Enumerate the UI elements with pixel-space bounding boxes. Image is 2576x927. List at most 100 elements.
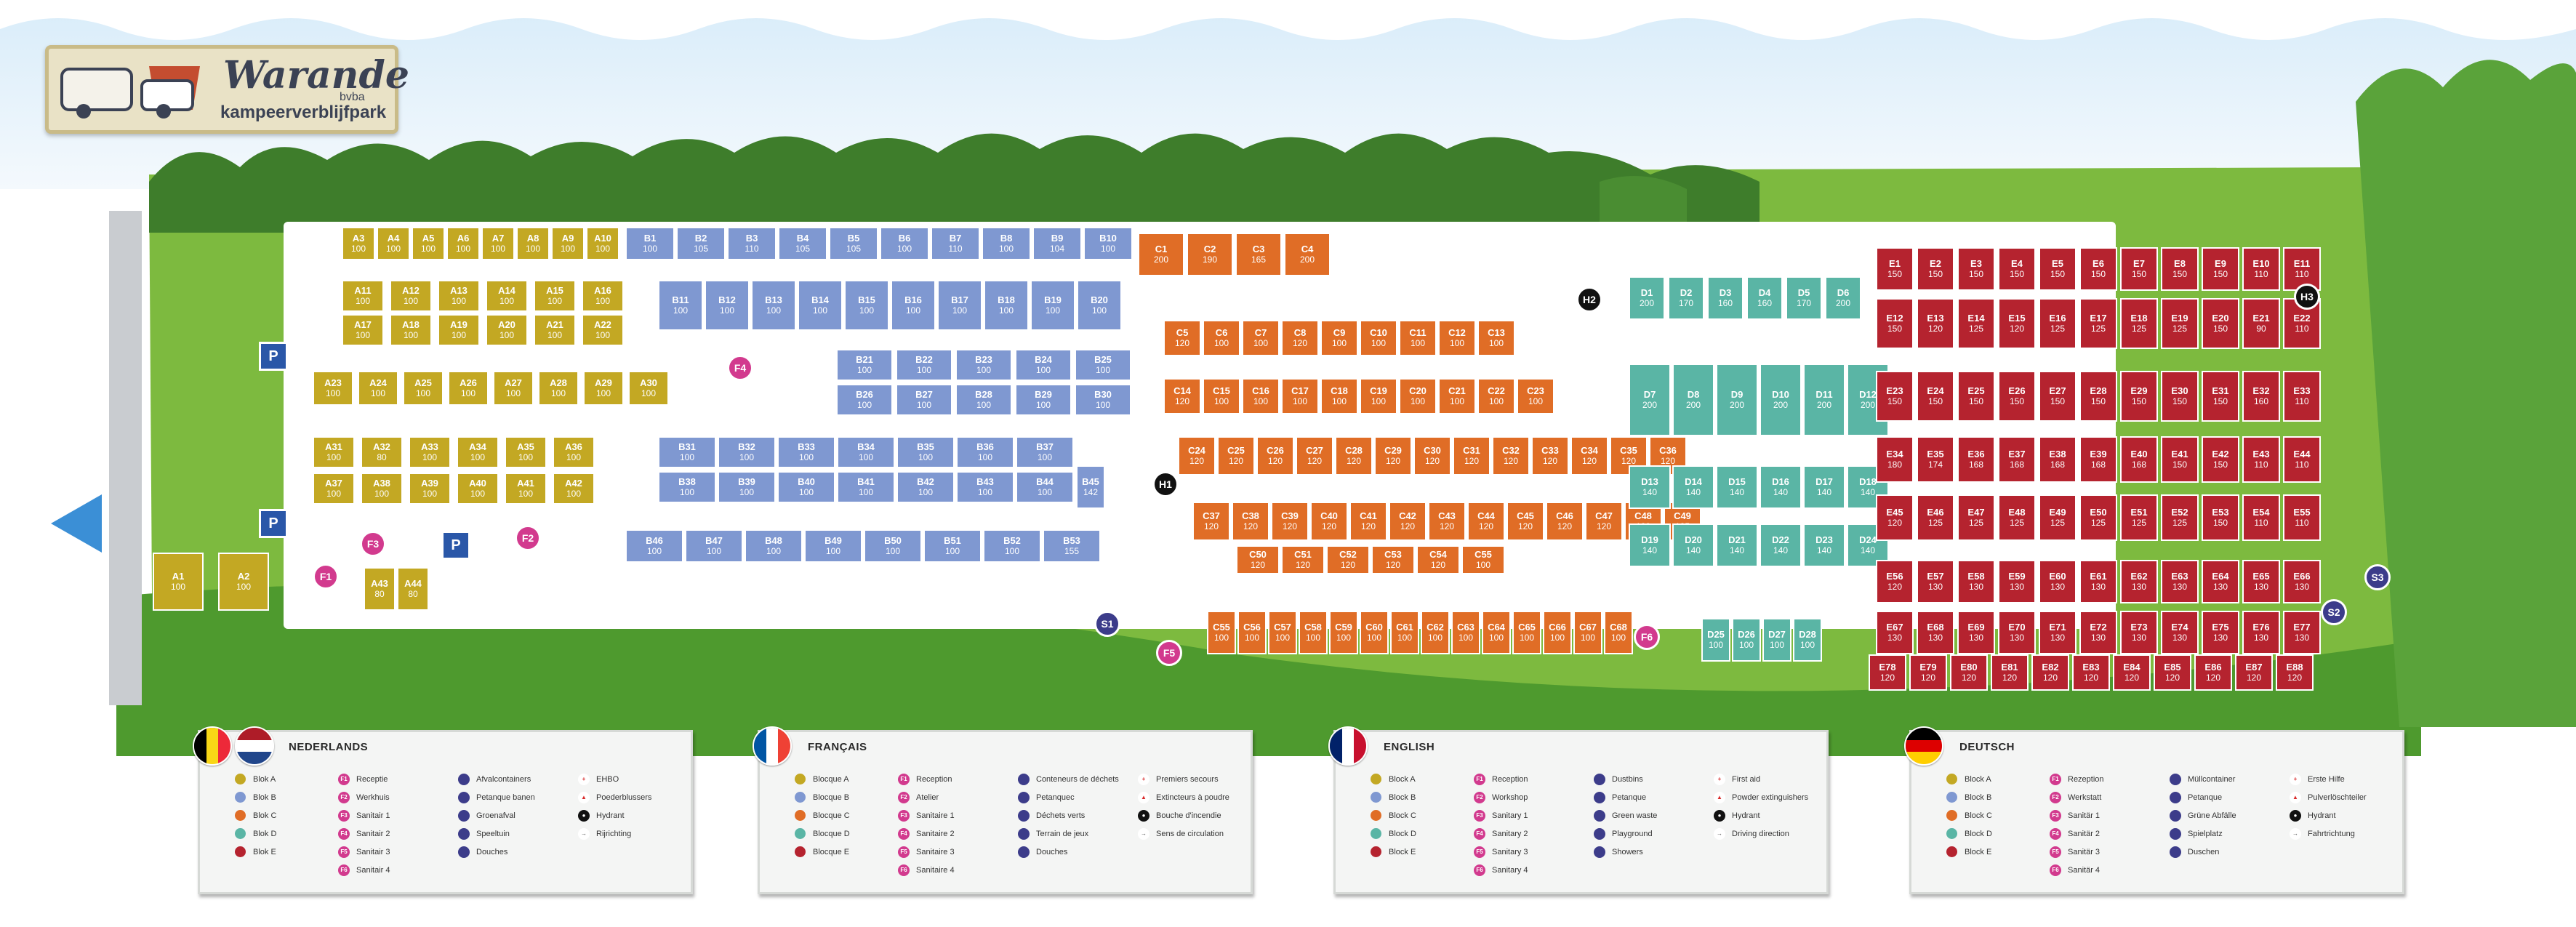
lot-e54[interactable]: E54 110 xyxy=(2242,494,2280,541)
lot-d28[interactable]: D28 100 xyxy=(1793,618,1822,662)
lot-e52[interactable]: E52 125 xyxy=(2161,494,2199,541)
lot-e33[interactable]: E33 110 xyxy=(2283,371,2321,422)
lot-e77[interactable]: E77 130 xyxy=(2283,611,2321,654)
lot-a26[interactable]: A26 100 xyxy=(448,371,489,406)
lot-d25[interactable]: D25 100 xyxy=(1701,618,1730,662)
lot-c2[interactable]: C2 190 xyxy=(1187,233,1233,276)
lot-d7[interactable]: D7 200 xyxy=(1629,364,1671,436)
facility-s1[interactable]: S1 xyxy=(1094,611,1120,637)
lot-e39[interactable]: E39 168 xyxy=(2079,436,2117,483)
lot-b10[interactable]: B10 100 xyxy=(1083,227,1133,260)
lot-e13[interactable]: E13 120 xyxy=(1917,298,1954,349)
lot-a34[interactable]: A34 100 xyxy=(457,436,499,468)
lot-c29[interactable]: C29 120 xyxy=(1374,436,1412,475)
lot-c45[interactable]: C45 120 xyxy=(1506,502,1544,541)
lot-d14[interactable]: D14 140 xyxy=(1672,465,1714,509)
lot-e43[interactable]: E43 110 xyxy=(2242,436,2280,483)
lot-e35[interactable]: E35 174 xyxy=(1917,436,1954,483)
lot-c13[interactable]: C13 100 xyxy=(1477,320,1515,356)
lot-e38[interactable]: E38 168 xyxy=(2039,436,2077,483)
lot-e67[interactable]: E67 130 xyxy=(1876,611,1914,654)
lot-c32[interactable]: C32 120 xyxy=(1492,436,1530,475)
lot-e62[interactable]: E62 130 xyxy=(2120,560,2158,603)
lot-c58[interactable]: C58 100 xyxy=(1299,611,1328,654)
lot-e85[interactable]: E85 120 xyxy=(2154,654,2191,691)
lot-c8[interactable]: C8 120 xyxy=(1281,320,1319,356)
lot-c56[interactable]: C56 100 xyxy=(1237,611,1267,654)
lot-e79[interactable]: E79 120 xyxy=(1909,654,1947,691)
lot-c39[interactable]: C39 120 xyxy=(1271,502,1309,541)
lot-c44[interactable]: C44 120 xyxy=(1467,502,1505,541)
lot-b7[interactable]: B7 110 xyxy=(931,227,980,260)
facility-f1[interactable]: F1 xyxy=(313,563,339,590)
lot-e1[interactable]: E1 150 xyxy=(1876,247,1914,291)
lot-e21[interactable]: E21 90 xyxy=(2242,298,2280,349)
lot-b14[interactable]: B14 100 xyxy=(798,280,843,331)
lot-b34[interactable]: B34 100 xyxy=(837,436,895,468)
lot-e36[interactable]: E36 168 xyxy=(1957,436,1995,483)
lot-b19[interactable]: B19 100 xyxy=(1030,280,1075,331)
lot-e82[interactable]: E82 120 xyxy=(2031,654,2069,691)
lot-b42[interactable]: B42 100 xyxy=(896,471,955,503)
lot-b9[interactable]: B9 104 xyxy=(1032,227,1082,260)
lot-a24[interactable]: A24 100 xyxy=(358,371,398,406)
lot-a4[interactable]: A4 100 xyxy=(377,227,410,260)
lot-e73[interactable]: E73 130 xyxy=(2120,611,2158,654)
lot-c51[interactable]: C51 120 xyxy=(1281,545,1325,574)
lot-c66[interactable]: C66 100 xyxy=(1543,611,1572,654)
facility-h1[interactable]: H1 xyxy=(1152,471,1179,497)
facility-f2[interactable]: F2 xyxy=(515,525,541,551)
lot-c43[interactable]: C43 120 xyxy=(1428,502,1466,541)
lot-b31[interactable]: B31 100 xyxy=(658,436,716,468)
lot-b13[interactable]: B13 100 xyxy=(751,280,796,331)
lot-c62[interactable]: C62 100 xyxy=(1421,611,1450,654)
lot-b6[interactable]: B6 100 xyxy=(880,227,929,260)
lot-c19[interactable]: C19 100 xyxy=(1360,378,1397,414)
lot-b23[interactable]: B23 100 xyxy=(955,349,1012,381)
lot-d2[interactable]: D2 170 xyxy=(1668,276,1704,320)
lot-a1[interactable]: A1 100 xyxy=(153,553,204,611)
lot-d23[interactable]: D23 140 xyxy=(1803,523,1845,567)
lot-c53[interactable]: C53 120 xyxy=(1371,545,1415,574)
lot-d3[interactable]: D3 160 xyxy=(1707,276,1744,320)
lot-b8[interactable]: B8 100 xyxy=(982,227,1031,260)
lot-a44[interactable]: A44 80 xyxy=(397,567,429,611)
lot-e58[interactable]: E58 130 xyxy=(1957,560,1995,603)
lot-d16[interactable]: D16 140 xyxy=(1760,465,1802,509)
lot-d21[interactable]: D21 140 xyxy=(1716,523,1758,567)
lot-d8[interactable]: D8 200 xyxy=(1672,364,1714,436)
lot-c55[interactable]: C55 100 xyxy=(1207,611,1236,654)
facility-f5[interactable]: F5 xyxy=(1156,640,1182,666)
lot-e8[interactable]: E8 150 xyxy=(2161,247,2199,291)
lot-c46[interactable]: C46 120 xyxy=(1546,502,1584,541)
lot-b48[interactable]: B48 100 xyxy=(745,529,803,563)
facility-h2[interactable]: H2 xyxy=(1576,286,1602,313)
lot-c18[interactable]: C18 100 xyxy=(1320,378,1358,414)
lot-b47[interactable]: B47 100 xyxy=(685,529,743,563)
lot-b37[interactable]: B37 100 xyxy=(1016,436,1074,468)
lot-c6[interactable]: C6 100 xyxy=(1203,320,1240,356)
lot-e7[interactable]: E7 150 xyxy=(2120,247,2158,291)
lot-b22[interactable]: B22 100 xyxy=(896,349,952,381)
lot-a37[interactable]: A37 100 xyxy=(313,473,355,505)
lot-c42[interactable]: C42 120 xyxy=(1389,502,1427,541)
lot-e32[interactable]: E32 160 xyxy=(2242,371,2280,422)
lot-e65[interactable]: E65 130 xyxy=(2242,560,2280,603)
lot-c9[interactable]: C9 100 xyxy=(1320,320,1358,356)
lot-e41[interactable]: E41 150 xyxy=(2161,436,2199,483)
lot-c60[interactable]: C60 100 xyxy=(1360,611,1389,654)
lot-c67[interactable]: C67 100 xyxy=(1573,611,1602,654)
lot-a41[interactable]: A41 100 xyxy=(505,473,547,505)
lot-e75[interactable]: E75 130 xyxy=(2202,611,2239,654)
facility-s3[interactable]: S3 xyxy=(2364,564,2391,590)
lot-e63[interactable]: E63 130 xyxy=(2161,560,2199,603)
lot-a10[interactable]: A10 100 xyxy=(586,227,619,260)
lot-b24[interactable]: B24 100 xyxy=(1015,349,1072,381)
lot-e4[interactable]: E4 150 xyxy=(1998,247,2036,291)
lot-b45[interactable]: B45 142 xyxy=(1076,465,1105,509)
lot-a3[interactable]: A3 100 xyxy=(342,227,375,260)
lot-b12[interactable]: B12 100 xyxy=(705,280,750,331)
lot-c65[interactable]: C65 100 xyxy=(1512,611,1541,654)
lot-b39[interactable]: B39 100 xyxy=(718,471,776,503)
lot-a19[interactable]: A19 100 xyxy=(438,314,480,346)
